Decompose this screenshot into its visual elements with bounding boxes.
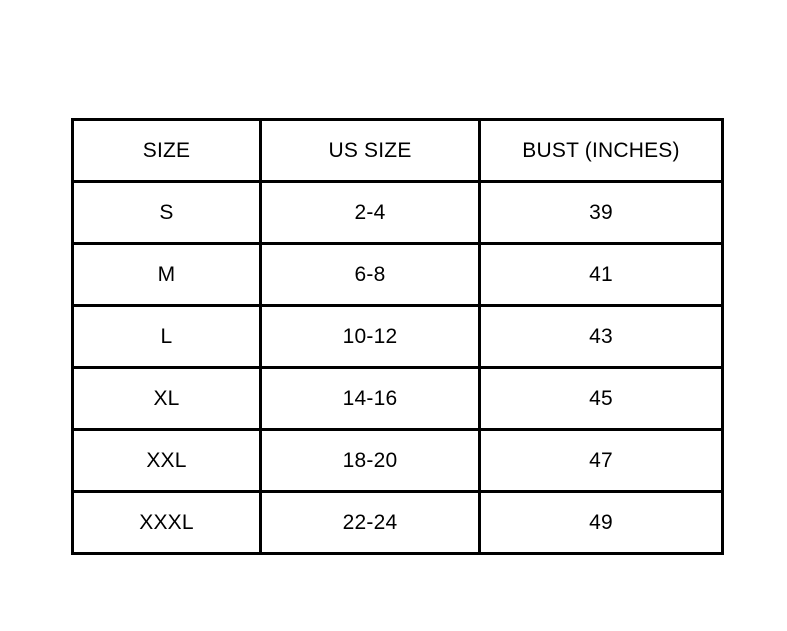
table-cell: 14-16: [259, 366, 481, 431]
header-cell: SIZE: [71, 118, 262, 183]
table-cell: M: [71, 242, 262, 307]
header-cell: BUST (INCHES): [478, 118, 724, 183]
table-cell: 39: [478, 180, 724, 245]
table-cell: 45: [478, 366, 724, 431]
size-chart-header: SIZE US SIZE BUST (INCHES): [71, 118, 724, 183]
table-cell: 6-8: [259, 242, 481, 307]
size-chart-container: SIZE US SIZE BUST (INCHES) S 2-4 39 M 6-8 41 L 10…: [71, 118, 724, 555]
table-cell: XL: [71, 366, 262, 431]
table-cell: 43: [478, 304, 724, 369]
table-row: XXL 18-20 47: [71, 428, 724, 493]
table-cell: 18-20: [259, 428, 481, 493]
table-row: XL 14-16 45: [71, 366, 724, 431]
table-cell: S: [71, 180, 262, 245]
table-cell: XXL: [71, 428, 262, 493]
size-chart-body: S 2-4 39 M 6-8 41 L 10-12 43 XL 14-16 45 XXL 18-20 47 X…: [71, 180, 724, 555]
table-cell: 22-24: [259, 490, 481, 555]
table-cell: 2-4: [259, 180, 481, 245]
table-cell: 49: [478, 490, 724, 555]
header-cell: US SIZE: [259, 118, 481, 183]
size-chart-table: SIZE US SIZE BUST (INCHES) S 2-4 39 M 6-8 41 L 10…: [71, 118, 724, 555]
table-cell: 10-12: [259, 304, 481, 369]
table-row: XXXL 22-24 49: [71, 490, 724, 555]
table-row: L 10-12 43: [71, 304, 724, 369]
table-row: M 6-8 41: [71, 242, 724, 307]
table-cell: L: [71, 304, 262, 369]
table-cell: 47: [478, 428, 724, 493]
table-cell: XXXL: [71, 490, 262, 555]
header-row: SIZE US SIZE BUST (INCHES): [71, 118, 724, 183]
table-cell: 41: [478, 242, 724, 307]
table-row: S 2-4 39: [71, 180, 724, 245]
